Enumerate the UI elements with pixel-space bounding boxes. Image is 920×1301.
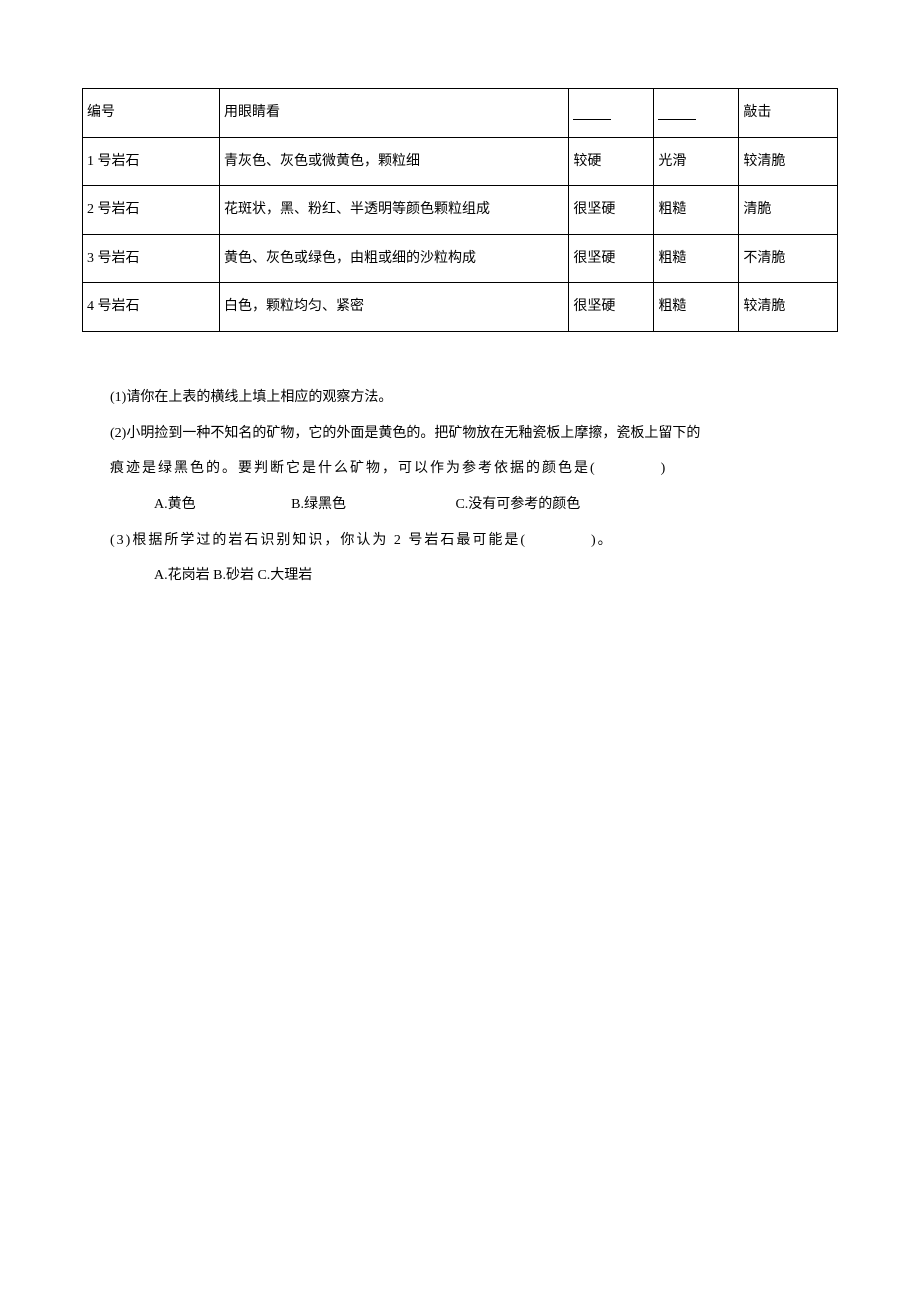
blank-line-1 bbox=[573, 106, 611, 120]
question-3-options: A.花岗岩 B.砂岩 C.大理岩 bbox=[110, 558, 838, 594]
question-2-line2: 痕迹是绿黑色的。要判断它是什么矿物，可以作为参考依据的颜色是( ) bbox=[82, 451, 838, 487]
header-blank-2 bbox=[654, 89, 739, 138]
cell-texture: 粗糙 bbox=[654, 234, 739, 283]
cell-sound: 较清脆 bbox=[739, 283, 838, 332]
table-header-row: 编号 用眼睛看 敲击 bbox=[83, 89, 838, 138]
cell-sound: 不清脆 bbox=[739, 234, 838, 283]
cell-look: 黄色、灰色或绿色，由粗或细的沙粒构成 bbox=[220, 234, 569, 283]
cell-id: 2 号岩石 bbox=[83, 186, 220, 235]
cell-hardness: 很坚硬 bbox=[569, 186, 654, 235]
header-blank-1 bbox=[569, 89, 654, 138]
table-row: 3 号岩石 黄色、灰色或绿色，由粗或细的沙粒构成 很坚硬 粗糙 不清脆 bbox=[83, 234, 838, 283]
cell-look: 青灰色、灰色或微黄色，颗粒细 bbox=[220, 137, 569, 186]
cell-look: 花斑状，黑、粉红、半透明等颜色颗粒组成 bbox=[220, 186, 569, 235]
cell-sound: 清脆 bbox=[739, 186, 838, 235]
cell-hardness: 较硬 bbox=[569, 137, 654, 186]
question-2-line1: (2)小明捡到一种不知名的矿物，它的外面是黄色的。把矿物放在无釉瓷板上摩擦，瓷板… bbox=[110, 416, 838, 452]
questions-block: (1)请你在上表的横线上填上相应的观察方法。 (2)小明捡到一种不知名的矿物，它… bbox=[110, 380, 838, 594]
question-1: (1)请你在上表的横线上填上相应的观察方法。 bbox=[110, 380, 838, 416]
cell-id: 4 号岩石 bbox=[83, 283, 220, 332]
header-look: 用眼睛看 bbox=[220, 89, 569, 138]
cell-hardness: 很坚硬 bbox=[569, 234, 654, 283]
cell-look: 白色，颗粒均匀、紧密 bbox=[220, 283, 569, 332]
cell-texture: 粗糙 bbox=[654, 186, 739, 235]
cell-texture: 粗糙 bbox=[654, 283, 739, 332]
blank-line-2 bbox=[658, 106, 696, 120]
question-2-options: A.黄色 B.绿黑色 C.没有可参考的颜色 bbox=[110, 487, 838, 523]
table-row: 4 号岩石 白色，颗粒均匀、紧密 很坚硬 粗糙 较清脆 bbox=[83, 283, 838, 332]
header-strike: 敲击 bbox=[739, 89, 838, 138]
rock-observation-table: 编号 用眼睛看 敲击 1 号岩石 青灰色、灰色或微黄色，颗粒细 较硬 光滑 较清… bbox=[82, 88, 838, 332]
cell-id: 3 号岩石 bbox=[83, 234, 220, 283]
table-row: 1 号岩石 青灰色、灰色或微黄色，颗粒细 较硬 光滑 较清脆 bbox=[83, 137, 838, 186]
cell-texture: 光滑 bbox=[654, 137, 739, 186]
cell-hardness: 很坚硬 bbox=[569, 283, 654, 332]
option-c: C.没有可参考的颜色 bbox=[455, 497, 580, 512]
header-id: 编号 bbox=[83, 89, 220, 138]
question-3: (3)根据所学过的岩石识别知识，你认为 2 号岩石最可能是( )。 bbox=[110, 523, 838, 559]
table-row: 2 号岩石 花斑状，黑、粉红、半透明等颜色颗粒组成 很坚硬 粗糙 清脆 bbox=[83, 186, 838, 235]
cell-sound: 较清脆 bbox=[739, 137, 838, 186]
option-a: A.黄色 bbox=[154, 497, 196, 512]
option-b: B.绿黑色 bbox=[291, 497, 346, 512]
cell-id: 1 号岩石 bbox=[83, 137, 220, 186]
